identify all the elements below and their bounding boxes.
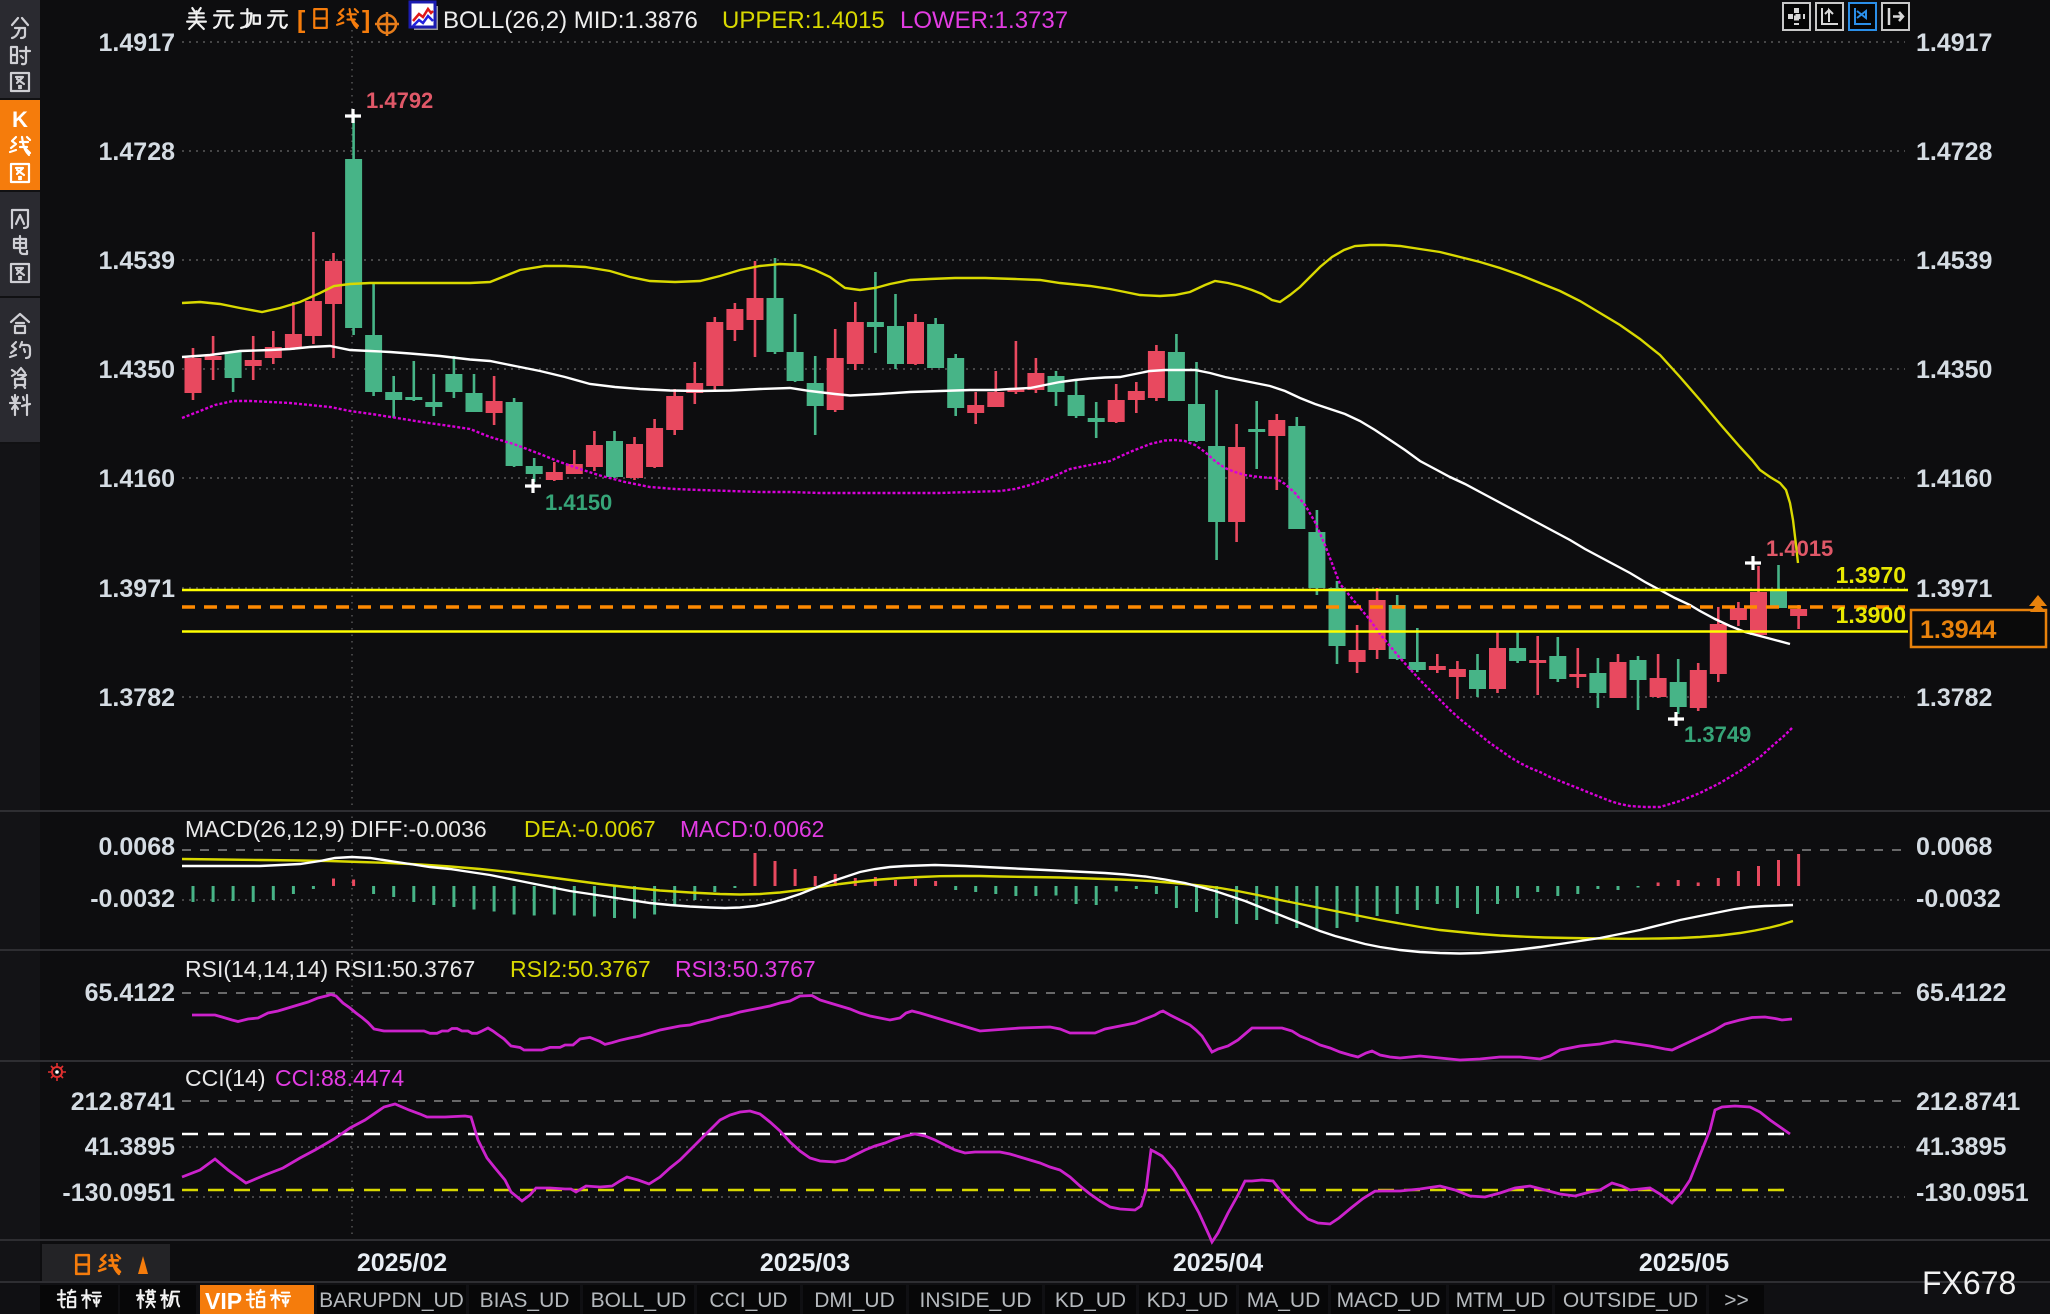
- svg-text:-0.0032: -0.0032: [1916, 885, 2001, 913]
- svg-text:1.4160: 1.4160: [99, 465, 175, 493]
- svg-text:FX678: FX678: [1922, 1265, 2016, 1301]
- svg-text:2025/05: 2025/05: [1639, 1249, 1729, 1277]
- svg-text:1.4917: 1.4917: [1916, 29, 1992, 57]
- svg-text:MA_UD: MA_UD: [1247, 1289, 1321, 1312]
- svg-text:CCI:88.4474: CCI:88.4474: [275, 1065, 404, 1091]
- svg-text:[: [: [297, 6, 306, 34]
- svg-text:1.4728: 1.4728: [1916, 138, 1993, 166]
- svg-text:DEA:-0.0067: DEA:-0.0067: [524, 816, 656, 842]
- svg-text:0.0068: 0.0068: [99, 833, 176, 861]
- svg-text:BARUPDN_UD: BARUPDN_UD: [319, 1289, 464, 1312]
- svg-text:212.8741: 212.8741: [71, 1088, 175, 1116]
- svg-text:1.3900: 1.3900: [1836, 602, 1906, 628]
- svg-text:2025/04: 2025/04: [1173, 1249, 1263, 1277]
- svg-text:2025/03: 2025/03: [760, 1249, 850, 1277]
- svg-text:-0.0032: -0.0032: [90, 885, 175, 913]
- svg-text:1.3782: 1.3782: [1916, 684, 1992, 712]
- svg-text:2025/02: 2025/02: [357, 1249, 447, 1277]
- svg-text:41.3895: 41.3895: [85, 1133, 175, 1161]
- svg-text:1.3970: 1.3970: [1836, 562, 1906, 588]
- svg-text:KD_UD: KD_UD: [1055, 1289, 1126, 1312]
- svg-text:MACD(26,12,9) DIFF:-0.0036: MACD(26,12,9) DIFF:-0.0036: [185, 816, 487, 842]
- svg-text:MACD_UD: MACD_UD: [1337, 1289, 1441, 1312]
- svg-text:MACD:0.0062: MACD:0.0062: [680, 816, 824, 842]
- svg-text:DMI_UD: DMI_UD: [814, 1289, 895, 1312]
- svg-text:-130.0951: -130.0951: [62, 1179, 175, 1207]
- svg-text:CCI(14): CCI(14): [185, 1065, 266, 1091]
- svg-text:-130.0951: -130.0951: [1916, 1179, 2029, 1207]
- svg-text:0.0068: 0.0068: [1916, 833, 1993, 861]
- svg-text:1.4792: 1.4792: [366, 88, 433, 113]
- svg-text:212.8741: 212.8741: [1916, 1088, 2020, 1116]
- svg-text:65.4122: 65.4122: [85, 979, 175, 1007]
- svg-text:BOLL(26,2) MID:1.3876: BOLL(26,2) MID:1.3876: [443, 7, 698, 34]
- svg-text:65.4122: 65.4122: [1916, 979, 2006, 1007]
- svg-text:OUTSIDE_UD: OUTSIDE_UD: [1563, 1289, 1698, 1312]
- svg-text:CCI_UD: CCI_UD: [709, 1289, 787, 1312]
- svg-text:1.4150: 1.4150: [545, 490, 612, 515]
- svg-text:1.3971: 1.3971: [99, 575, 176, 603]
- svg-text:1.4160: 1.4160: [1916, 465, 1992, 493]
- svg-text:LOWER:1.3737: LOWER:1.3737: [900, 7, 1068, 34]
- svg-text:1.4917: 1.4917: [99, 29, 175, 57]
- svg-text:1.3971: 1.3971: [1916, 575, 1993, 603]
- svg-text:1.3749: 1.3749: [1684, 722, 1751, 747]
- svg-text:1.3944: 1.3944: [1920, 616, 1997, 644]
- svg-text:RSI(14,14,14) RSI1:50.3767: RSI(14,14,14) RSI1:50.3767: [185, 956, 475, 982]
- svg-text:UPPER:1.4015: UPPER:1.4015: [722, 7, 885, 34]
- svg-text:INSIDE_UD: INSIDE_UD: [919, 1289, 1031, 1312]
- svg-text:K: K: [12, 107, 28, 132]
- svg-text:1.4350: 1.4350: [99, 356, 175, 384]
- svg-text:KDJ_UD: KDJ_UD: [1147, 1289, 1229, 1312]
- svg-text:BOLL_UD: BOLL_UD: [591, 1289, 687, 1312]
- svg-text:1.4539: 1.4539: [99, 247, 175, 275]
- svg-text:1.4728: 1.4728: [99, 138, 176, 166]
- svg-text:]: ]: [362, 6, 370, 34]
- svg-text:MTM_UD: MTM_UD: [1456, 1289, 1546, 1312]
- svg-text:>>: >>: [1724, 1289, 1749, 1312]
- svg-text:RSI3:50.3767: RSI3:50.3767: [675, 956, 816, 982]
- svg-text:VIP: VIP: [205, 1288, 242, 1314]
- svg-text:1.4015: 1.4015: [1766, 536, 1833, 561]
- svg-text:41.3895: 41.3895: [1916, 1133, 2006, 1161]
- svg-text:BIAS_UD: BIAS_UD: [480, 1289, 570, 1312]
- svg-text:RSI2:50.3767: RSI2:50.3767: [510, 956, 651, 982]
- svg-text:1.4539: 1.4539: [1916, 247, 1992, 275]
- svg-text:1.4350: 1.4350: [1916, 356, 1992, 384]
- svg-text:1.3782: 1.3782: [99, 684, 175, 712]
